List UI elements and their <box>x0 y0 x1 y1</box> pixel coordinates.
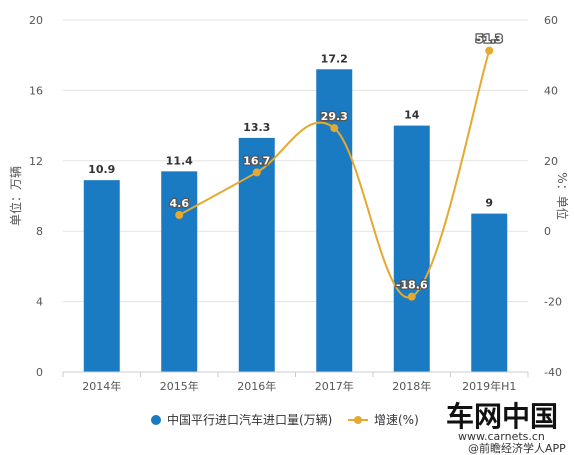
bar-data-label: 14 <box>404 109 420 122</box>
bar <box>393 125 430 372</box>
line-data-label: 4.6 <box>170 197 190 210</box>
line-point <box>252 168 261 177</box>
y2-tick-label: -20 <box>544 296 562 309</box>
x-tick-label: 2014年 <box>82 379 121 393</box>
left-axis: 0 4 8 12 16 20 <box>29 14 43 379</box>
line-data-label: 16.7 <box>243 154 270 167</box>
line-data-labels: 4.6 16.7 29.3 -18.6 51.3 <box>168 31 504 293</box>
bar-series <box>83 69 508 372</box>
legend: 中国平行进口汽车进口量(万辆) 增速(%) <box>151 412 419 427</box>
y2-tick-label: 60 <box>544 14 558 27</box>
watermark: 车网中国 www.carnets.cn @前瞻经济学人APP <box>436 396 570 455</box>
y-tick-label: 20 <box>29 14 43 27</box>
bar <box>316 69 353 372</box>
y-tick-label: 4 <box>36 296 43 309</box>
legend-line-marker <box>354 416 362 424</box>
x-axis: 2014年 2015年 2016年 2017年 2018年 2019年H1 <box>62 371 529 393</box>
series-line <box>178 50 491 299</box>
legend-bar-label: 中国平行进口汽车进口量(万辆) <box>167 412 332 427</box>
watermark-brand: 车网中国 <box>446 400 558 433</box>
bar-data-label: 11.4 <box>166 154 193 167</box>
bar-data-label: 10.9 <box>88 163 115 176</box>
bar-data-label: 13.3 <box>243 121 270 134</box>
x-tick-label: 2016年 <box>237 379 276 393</box>
line-point <box>330 124 339 133</box>
y-axis-title: 单位：万辆 <box>8 166 23 226</box>
right-axis: -40 -20 0 20 40 60 <box>544 14 562 379</box>
bar-data-label: 17.2 <box>321 52 348 65</box>
line-data-label: 29.3 <box>321 110 348 123</box>
y-tick-label: 8 <box>36 225 43 238</box>
x-tick-label: 2019年H1 <box>462 379 516 393</box>
watermark-backdrop <box>436 396 570 454</box>
y-tick-label: 16 <box>29 84 43 97</box>
y2-tick-label: -40 <box>544 366 562 379</box>
y2-tick-label: 20 <box>544 155 558 168</box>
line-data-label: -18.6 <box>396 279 428 292</box>
bar-data-labels: 10.9 11.4 13.3 17.2 14 9 <box>88 52 493 209</box>
x-tick-label: 2018年 <box>392 379 431 393</box>
line-data-label: 51.3 <box>476 33 503 46</box>
x-tick-label: 2017年 <box>315 379 354 393</box>
bar <box>471 213 508 372</box>
legend-bar-marker <box>151 415 161 425</box>
bar <box>238 137 275 372</box>
y-tick-label: 12 <box>29 155 43 168</box>
y2-axis-title: %：单位 <box>555 172 570 219</box>
bar <box>161 171 198 372</box>
line-series <box>175 46 494 301</box>
legend-line-label: 增速(%) <box>374 413 419 427</box>
line-point <box>407 292 416 301</box>
y2-tick-label: 40 <box>544 84 558 97</box>
gridlines <box>63 19 528 373</box>
bar-data-label: 9 <box>485 197 493 210</box>
x-tick-label: 2015年 <box>160 379 199 393</box>
watermark-url: www.carnets.cn <box>458 430 545 443</box>
line-point <box>485 46 494 55</box>
watermark-app: @前瞻经济学人APP <box>468 441 566 455</box>
y2-tick-label: 0 <box>544 225 551 238</box>
bar <box>83 180 120 372</box>
line-point <box>175 211 184 220</box>
y-tick-label: 0 <box>36 366 43 379</box>
